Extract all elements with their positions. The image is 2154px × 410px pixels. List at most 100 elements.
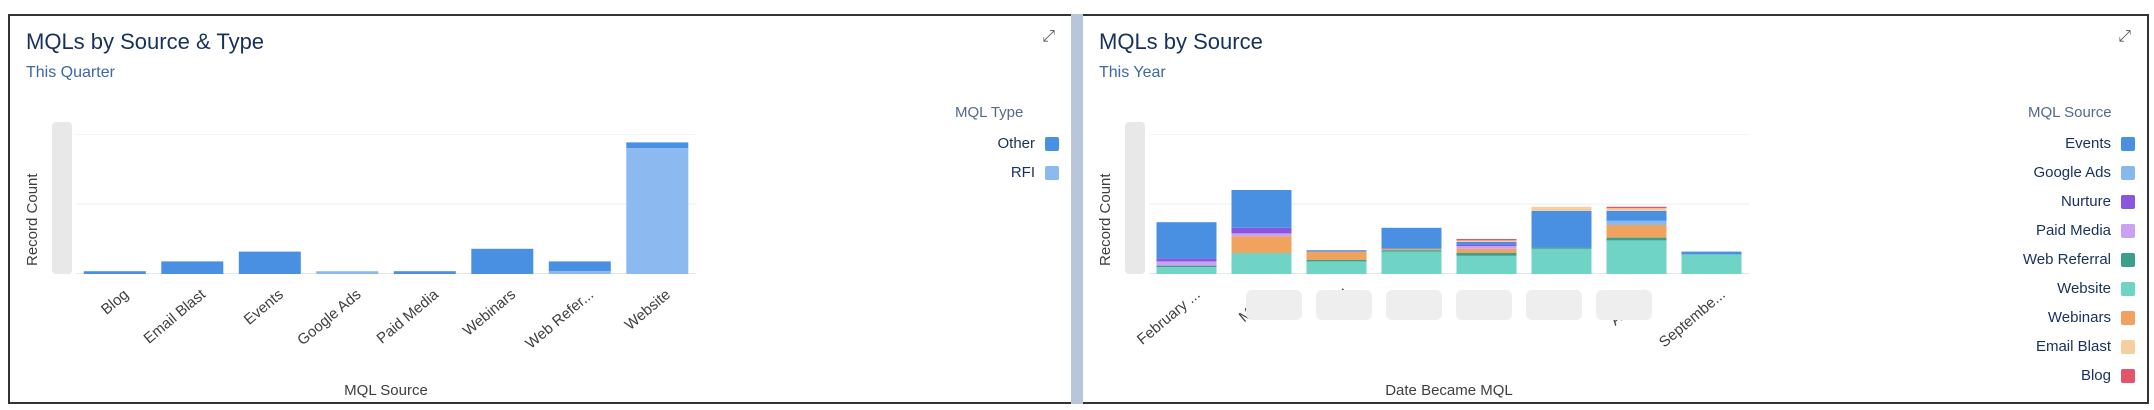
- redacted-label: [1456, 290, 1512, 320]
- bar-segment[interactable]: [626, 148, 689, 274]
- bar-segment[interactable]: [83, 271, 146, 274]
- chart-subtitle: This Quarter: [26, 64, 115, 81]
- bar-segment[interactable]: [1606, 237, 1667, 241]
- bar-segment[interactable]: [471, 248, 534, 274]
- bar-segment[interactable]: [1456, 241, 1517, 245]
- legend-swatch: [2121, 339, 2135, 354]
- bar-segment[interactable]: [1156, 222, 1217, 259]
- bar-segment[interactable]: [1381, 250, 1442, 252]
- bar-segment[interactable]: [1156, 267, 1217, 274]
- bar-segment[interactable]: [1456, 246, 1517, 249]
- bar-segment[interactable]: [1456, 240, 1517, 242]
- x-tick-label: Website: [621, 286, 675, 334]
- bar-segment[interactable]: [1456, 248, 1517, 253]
- legend-title: MQL Source: [2028, 104, 2112, 121]
- legend-label: Website: [2057, 280, 2111, 297]
- bar-segment[interactable]: [1531, 211, 1592, 248]
- bar-segment[interactable]: [1156, 265, 1217, 267]
- bar-segment[interactable]: [1531, 247, 1592, 249]
- legend-swatch: [2121, 252, 2135, 267]
- x-tick-label: Paid Media: [373, 286, 442, 348]
- x-tick-label: Septembe...: [1655, 286, 1729, 352]
- bar-segment[interactable]: [1156, 258, 1217, 262]
- legend: Events Google Ads Nurture Paid Media Web…: [1975, 129, 2135, 390]
- bar-segment[interactable]: [1231, 233, 1292, 237]
- chart-plot-area: [76, 134, 696, 274]
- y-axis-label: Record Count: [1097, 173, 1114, 266]
- legend-label: Blog: [2080, 367, 2111, 384]
- redacted-label: [1596, 290, 1652, 320]
- bar-segment[interactable]: [1456, 239, 1517, 241]
- legend-label: RFI: [1010, 164, 1035, 181]
- bar-segment[interactable]: [1456, 244, 1517, 246]
- chart-title: MQLs by Source & Type: [26, 29, 265, 54]
- bar-segment[interactable]: [1231, 190, 1292, 228]
- x-tick-label: Google Ads: [293, 286, 365, 349]
- redacted-label: [1246, 290, 1302, 320]
- bar-segment[interactable]: [1306, 251, 1367, 260]
- x-axis-label: MQL Source: [344, 382, 428, 399]
- bar-segment[interactable]: [1381, 251, 1442, 274]
- legend-item-other[interactable]: Other: [939, 129, 1059, 158]
- bar-segment[interactable]: [393, 271, 456, 274]
- bar-segment[interactable]: [1156, 261, 1217, 266]
- redacted-label: [1526, 290, 1582, 320]
- x-axis-label: Date Became MQL: [1385, 382, 1513, 399]
- legend-item-paid-media[interactable]: Paid Media: [1975, 216, 2135, 245]
- bar-segment[interactable]: [1606, 206, 1667, 209]
- chart-plot-area: [1149, 134, 1749, 274]
- bar-segment[interactable]: [548, 271, 611, 274]
- bar-segment[interactable]: [1231, 236, 1292, 253]
- bar-segment[interactable]: [1606, 208, 1667, 211]
- expand-icon[interactable]: ⤢: [2118, 28, 2131, 45]
- bar-segment[interactable]: [1606, 211, 1667, 221]
- y-axis-label: Record Count: [24, 173, 41, 266]
- legend-swatch: [1045, 136, 1059, 151]
- legend-item-nurture[interactable]: Nurture: [1975, 187, 2135, 216]
- x-tick-label: Email Blast: [140, 286, 210, 348]
- bar-segment[interactable]: [238, 251, 301, 274]
- legend-swatch: [2121, 223, 2135, 238]
- chart-panel-mqls-by-source-type: MQLs by Source & Type This Quarter ⤢ Rec…: [8, 14, 1071, 404]
- redacted-label: [1386, 290, 1442, 320]
- bar-segment[interactable]: [1306, 260, 1367, 262]
- legend-label: Web Referral: [2022, 251, 2111, 268]
- legend-label: Google Ads: [2033, 164, 2111, 181]
- x-tick-label: Blog: [97, 286, 132, 319]
- bar-segment[interactable]: [1456, 255, 1517, 274]
- bar-segment[interactable]: [548, 261, 611, 272]
- bar-segment[interactable]: [1681, 254, 1742, 274]
- legend-item-website[interactable]: Website: [1975, 274, 2135, 303]
- expand-icon[interactable]: ⤢: [1042, 28, 1055, 45]
- legend-swatch: [2121, 136, 2135, 151]
- bar-segment[interactable]: [1231, 227, 1292, 234]
- legend-item-blog[interactable]: Blog: [1975, 361, 2135, 390]
- legend-item-google-ads[interactable]: Google Ads: [1975, 158, 2135, 187]
- bar-segment[interactable]: [161, 261, 224, 274]
- bar-segment[interactable]: [1306, 250, 1367, 252]
- bar-segment[interactable]: [1306, 261, 1367, 274]
- bar-segment[interactable]: [1381, 227, 1442, 249]
- bar-segment[interactable]: [1606, 240, 1667, 274]
- bar-segment[interactable]: [1381, 248, 1442, 251]
- legend-item-webinars[interactable]: Webinars: [1975, 303, 2135, 332]
- bar-segment[interactable]: [1681, 251, 1742, 255]
- legend-item-email-blast[interactable]: Email Blast: [1975, 332, 2135, 361]
- x-tick-label: Web Refer...: [522, 286, 597, 353]
- bar-segment[interactable]: [316, 271, 379, 274]
- bar-segment[interactable]: [1456, 253, 1517, 256]
- bar-segment[interactable]: [1606, 225, 1667, 238]
- bar-segment[interactable]: [1531, 248, 1592, 274]
- legend-item-web-referral[interactable]: Web Referral: [1975, 245, 2135, 274]
- legend-item-rfi[interactable]: RFI: [939, 158, 1059, 187]
- legend-label: Events: [2065, 135, 2111, 152]
- bar-segment[interactable]: [1231, 253, 1292, 274]
- legend-label: Webinars: [2047, 309, 2111, 326]
- legend-label: Nurture: [2060, 193, 2111, 210]
- legend-item-events[interactable]: Events: [1975, 129, 2135, 158]
- bar-segment[interactable]: [1606, 220, 1667, 225]
- bar-segment[interactable]: [626, 142, 689, 148]
- bar-segment[interactable]: [1531, 206, 1592, 211]
- y-axis-scale: [52, 122, 72, 274]
- x-tick-label: February ...: [1133, 286, 1204, 349]
